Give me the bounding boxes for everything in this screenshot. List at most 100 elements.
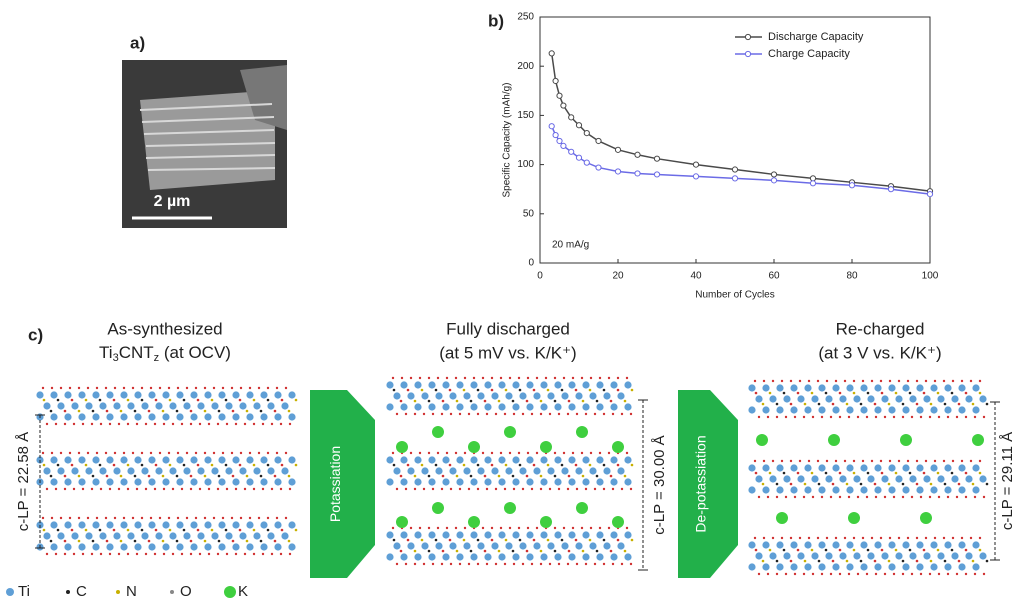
small-atom [448, 388, 452, 392]
small-atom [140, 463, 144, 467]
small-atom [112, 528, 116, 532]
o-atom [924, 536, 928, 540]
x-tick-label: 20 [612, 271, 624, 282]
ti-atom [197, 467, 205, 475]
o-atom [194, 386, 198, 390]
small-atom [824, 471, 828, 475]
small-atom [112, 398, 116, 402]
small-atom [511, 474, 515, 478]
small-atom [49, 409, 53, 413]
ti-atom [937, 475, 945, 483]
o-atom [580, 376, 584, 380]
ti-atom [610, 531, 618, 539]
small-atom [455, 399, 459, 403]
small-atom [483, 474, 487, 478]
ti-atom [554, 531, 562, 539]
o-atom [180, 552, 184, 556]
small-atom [161, 474, 165, 478]
ti-atom [246, 391, 254, 399]
ti-atom [246, 543, 254, 551]
ti-atom [134, 521, 142, 529]
o-atom [162, 422, 166, 426]
o-atom [225, 552, 229, 556]
ti-atom [505, 392, 513, 400]
ti-atom [582, 456, 590, 464]
o-atom [494, 562, 498, 566]
ti-atom [421, 467, 429, 475]
point [692, 161, 700, 168]
small-atom [462, 463, 466, 467]
o-atom [243, 552, 247, 556]
ti-atom [134, 391, 142, 399]
o-atom [607, 526, 611, 530]
k-atom [756, 434, 768, 446]
ti-atom [526, 456, 534, 464]
o-atom [194, 516, 198, 520]
o-atom [171, 487, 175, 491]
k-atom [828, 434, 840, 446]
ti-atom [491, 467, 499, 475]
small-atom [560, 463, 564, 467]
o-atom [580, 526, 584, 530]
o-atom [122, 386, 126, 390]
small-atom [133, 409, 137, 413]
ti-atom [916, 486, 924, 494]
small-atom [182, 528, 186, 532]
small-atom [483, 399, 487, 403]
ti-atom [288, 543, 296, 551]
o-atom [593, 412, 597, 416]
panel-label: a) [130, 33, 145, 52]
ti-atom [965, 395, 973, 403]
small-atom [490, 538, 494, 542]
ti-atom [141, 532, 149, 540]
ti-atom [400, 478, 408, 486]
o-atom [771, 459, 775, 463]
ti-atom [225, 532, 233, 540]
small-atom [782, 391, 786, 395]
o-atom [149, 386, 153, 390]
small-atom [287, 539, 291, 543]
ti-atom [64, 391, 72, 399]
small-atom [964, 391, 968, 395]
small-atom [413, 399, 417, 403]
o-atom [589, 451, 593, 455]
small-atom [126, 398, 130, 402]
small-atom [294, 398, 298, 402]
o-atom [252, 422, 256, 426]
o-atom [221, 386, 225, 390]
ti-atom [596, 403, 604, 411]
o-atom [68, 451, 72, 455]
ti-atom [78, 478, 86, 486]
ti-atom [790, 541, 798, 549]
o-atom [494, 412, 498, 416]
o-atom [198, 552, 202, 556]
small-atom [189, 409, 193, 413]
ti-atom [498, 403, 506, 411]
o-atom [422, 412, 426, 416]
o-atom [279, 487, 283, 491]
ti-atom [972, 486, 980, 494]
o-atom [625, 526, 629, 530]
ti-atom [274, 478, 282, 486]
x-tick-label: 0 [537, 271, 543, 282]
stage-title: Fully discharged [446, 319, 570, 338]
o-atom [476, 487, 480, 491]
ti-atom [484, 403, 492, 411]
ti-atom [526, 403, 534, 411]
o-atom [807, 536, 811, 540]
ti-atom [818, 464, 826, 472]
ti-atom [526, 478, 534, 486]
ti-atom [246, 456, 254, 464]
o-atom [611, 412, 615, 416]
o-atom [753, 379, 757, 383]
ti-atom [561, 467, 569, 475]
o-atom [557, 487, 561, 491]
small-atom [259, 539, 263, 543]
o-atom [960, 459, 964, 463]
small-atom [280, 528, 284, 532]
o-atom [553, 526, 557, 530]
ti-atom [232, 521, 240, 529]
o-atom [499, 376, 503, 380]
o-atom [481, 526, 485, 530]
o-atom [575, 412, 579, 416]
